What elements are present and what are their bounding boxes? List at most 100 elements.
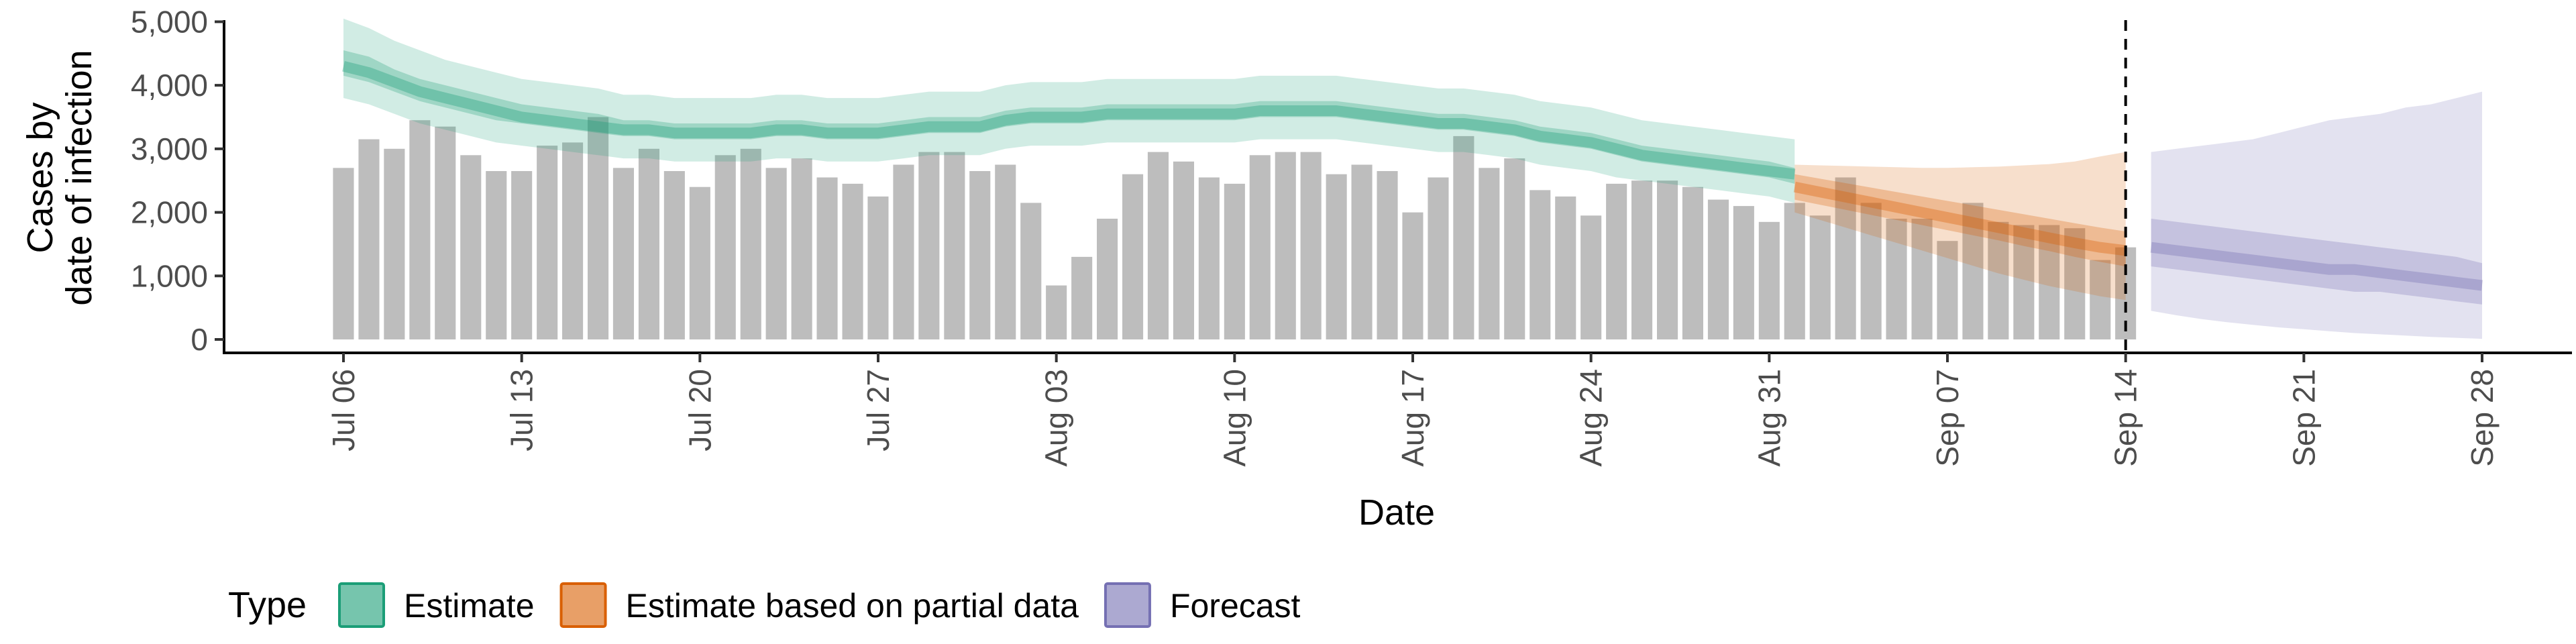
- median-line-1: [1793, 181, 2127, 256]
- bar: [638, 148, 659, 340]
- bar: [1504, 158, 1525, 339]
- bar: [740, 148, 761, 340]
- bar: [1402, 212, 1424, 339]
- bar: [1962, 203, 1984, 339]
- bar: [333, 168, 354, 339]
- bar: [1300, 152, 1322, 339]
- y-tick-label: 5,000: [131, 4, 208, 39]
- bar: [1097, 219, 1118, 339]
- bar: [409, 120, 431, 339]
- bar: [460, 155, 482, 340]
- bar: [588, 117, 609, 339]
- bar: [1707, 199, 1729, 339]
- bar: [663, 171, 685, 339]
- bar: [1275, 152, 1296, 339]
- y-axis-title-line: date of infection: [59, 50, 99, 305]
- bar: [1173, 161, 1194, 340]
- bar: [995, 164, 1016, 339]
- bar: [2064, 228, 2086, 339]
- x-tick-label: Sep 28: [2465, 369, 2500, 467]
- bar: [944, 152, 965, 339]
- legend-swatch: [1104, 582, 1151, 628]
- bar: [1937, 241, 1958, 339]
- bar: [1351, 164, 1373, 339]
- bar: [842, 183, 863, 339]
- bar: [1428, 177, 1449, 339]
- bar: [1733, 206, 1754, 339]
- bar: [1479, 168, 1500, 339]
- bar: [1529, 190, 1551, 339]
- bar: [1835, 177, 1856, 339]
- bar: [1326, 174, 1347, 339]
- y-tick-label: 2,000: [131, 195, 208, 230]
- bar: [435, 126, 456, 339]
- bar: [1784, 203, 1805, 339]
- bars-layer: [333, 117, 2137, 340]
- band-outer-1: [1794, 152, 2126, 301]
- bar: [1809, 215, 1831, 339]
- legend-label: Estimate: [404, 587, 535, 625]
- x-tick-label: Jul 06: [326, 369, 361, 451]
- bar: [1147, 152, 1169, 339]
- bar: [816, 177, 838, 339]
- band-inner-1: [1794, 174, 2126, 267]
- x-tick-label: Sep 14: [2108, 369, 2143, 467]
- axes-layer: 0 1,000 2,000 3,000 4,000 5,000 Jul 06 Jul 13 Ju…: [131, 4, 2572, 467]
- bar: [1198, 177, 1220, 339]
- bar: [765, 168, 787, 339]
- bar: [1249, 155, 1271, 340]
- bar: [612, 168, 634, 339]
- bar: [969, 171, 991, 339]
- bar: [1046, 285, 1067, 339]
- legend-swatch: [559, 582, 607, 628]
- median-line-0: [342, 60, 1796, 180]
- bar: [1555, 196, 1576, 339]
- bands-layer: [342, 18, 2483, 339]
- y-tick-label: 0: [191, 322, 208, 357]
- bar: [511, 171, 533, 339]
- bar: [791, 158, 812, 339]
- bar: [1606, 183, 1627, 339]
- bar: [2039, 225, 2060, 339]
- x-tick-label: Jul 13: [504, 369, 539, 451]
- bar: [2090, 260, 2111, 339]
- legend: Type Estimate Estimate based on partial da…: [228, 582, 1301, 628]
- bar: [1377, 171, 1398, 339]
- bar: [1758, 221, 1780, 339]
- x-tick-label: Aug 31: [1752, 369, 1786, 467]
- bar: [2013, 225, 2035, 339]
- band-outer-2: [2151, 91, 2482, 339]
- bar: [1886, 219, 1907, 339]
- bar: [1682, 186, 1703, 339]
- band-outer-0: [343, 18, 1795, 203]
- bar: [1631, 180, 1653, 339]
- bar: [1657, 180, 1678, 339]
- bar: [1071, 256, 1093, 339]
- band-inner-0: [343, 50, 1795, 184]
- legend-swatch: [338, 582, 385, 628]
- band-inner-2: [2151, 219, 2482, 305]
- bar: [893, 164, 914, 339]
- bar: [1580, 215, 1602, 339]
- bar: [714, 155, 736, 340]
- x-tick-label: Jul 27: [861, 369, 896, 451]
- x-tick-label: Aug 17: [1395, 369, 1430, 467]
- bar: [1860, 203, 1882, 339]
- bar: [1020, 203, 1042, 339]
- x-tick-label: Aug 10: [1217, 369, 1252, 467]
- x-tick-label: Aug 24: [1574, 369, 1609, 467]
- legend-label: Estimate based on partial data: [626, 587, 1079, 625]
- y-tick-label: 3,000: [131, 131, 208, 166]
- bar: [486, 171, 507, 339]
- x-axis-title: Date: [1358, 492, 1435, 533]
- bar: [689, 186, 710, 339]
- x-tick-label: Sep 21: [2286, 369, 2321, 467]
- bar: [918, 152, 940, 339]
- y-tick-label: 1,000: [131, 258, 208, 293]
- y-axis-title-line: Cases by: [20, 102, 60, 253]
- bar: [358, 139, 380, 339]
- bar: [1988, 221, 2009, 339]
- y-tick-label: 4,000: [131, 68, 208, 103]
- bar: [562, 142, 584, 339]
